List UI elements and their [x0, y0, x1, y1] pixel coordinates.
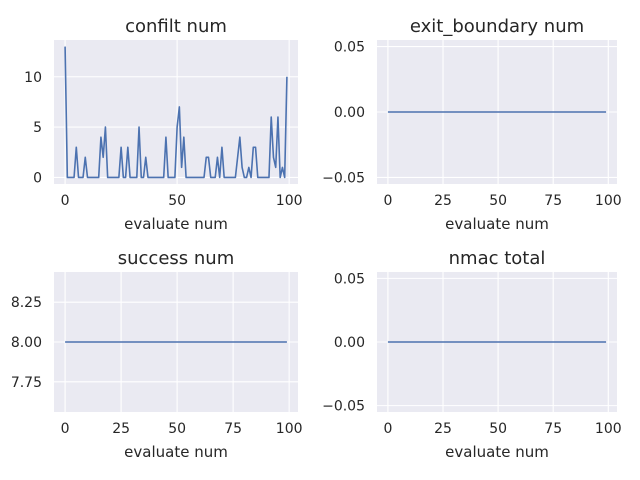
subplot-title: nmac total [449, 248, 546, 269]
subplot-4: 0 25 50 75 100 −0.05 0.00 0.05 evaluate num nmac … [322, 248, 622, 461]
x-axis-label: evaluate num [445, 443, 549, 461]
x-tick-label: 50 [168, 193, 186, 209]
subplot-title: exit_boundary num [410, 16, 584, 37]
y-tick-label: 10 [24, 70, 42, 86]
y-tick-label: 5 [33, 120, 42, 136]
subplot-2: 0 25 50 75 100 −0.05 0.00 0.05 evaluate num exit_… [322, 16, 622, 233]
series-line [64, 46, 288, 179]
y-tick-label: −0.05 [322, 399, 365, 415]
x-tick-label: 50 [489, 421, 507, 437]
subplot-3: 0 25 50 75 100 7.75 8.00 8.25 evaluate num succes… [11, 248, 303, 461]
subplot-1: 0 50 100 0 5 10 evaluate num confilt num [24, 16, 302, 233]
y-tick-label: 0.00 [334, 105, 365, 121]
y-tick-label: −0.05 [322, 170, 365, 186]
x-axis-label: evaluate num [445, 215, 549, 233]
x-tick-label: 0 [61, 421, 70, 437]
subplot-title: confilt num [125, 16, 227, 37]
x-tick-label: 0 [383, 193, 392, 209]
x-tick-label: 75 [544, 193, 562, 209]
x-tick-label: 50 [489, 193, 507, 209]
y-tick-label: 0.00 [334, 335, 365, 351]
x-tick-label: 25 [434, 421, 452, 437]
x-axis-label: evaluate num [124, 215, 228, 233]
x-tick-label: 100 [276, 421, 303, 437]
x-tick-label: 100 [595, 421, 622, 437]
x-tick-label: 50 [168, 421, 186, 437]
x-tick-label: 0 [61, 193, 70, 209]
x-tick-label: 75 [224, 421, 242, 437]
x-tick-label: 75 [544, 421, 562, 437]
y-tick-label: 8.25 [11, 295, 42, 311]
y-tick-label: 0.05 [334, 271, 365, 287]
subplot-title: success num [118, 248, 234, 269]
x-tick-label: 100 [276, 193, 303, 209]
x-axis-label: evaluate num [124, 443, 228, 461]
y-tick-label: 7.75 [11, 375, 42, 391]
y-tick-label: 0.05 [334, 40, 365, 56]
x-tick-label: 0 [383, 421, 392, 437]
y-tick-label: 0 [33, 170, 42, 186]
x-tick-label: 25 [112, 421, 130, 437]
x-tick-label: 100 [595, 193, 622, 209]
x-tick-label: 25 [434, 193, 452, 209]
y-tick-label: 8.00 [11, 335, 42, 351]
